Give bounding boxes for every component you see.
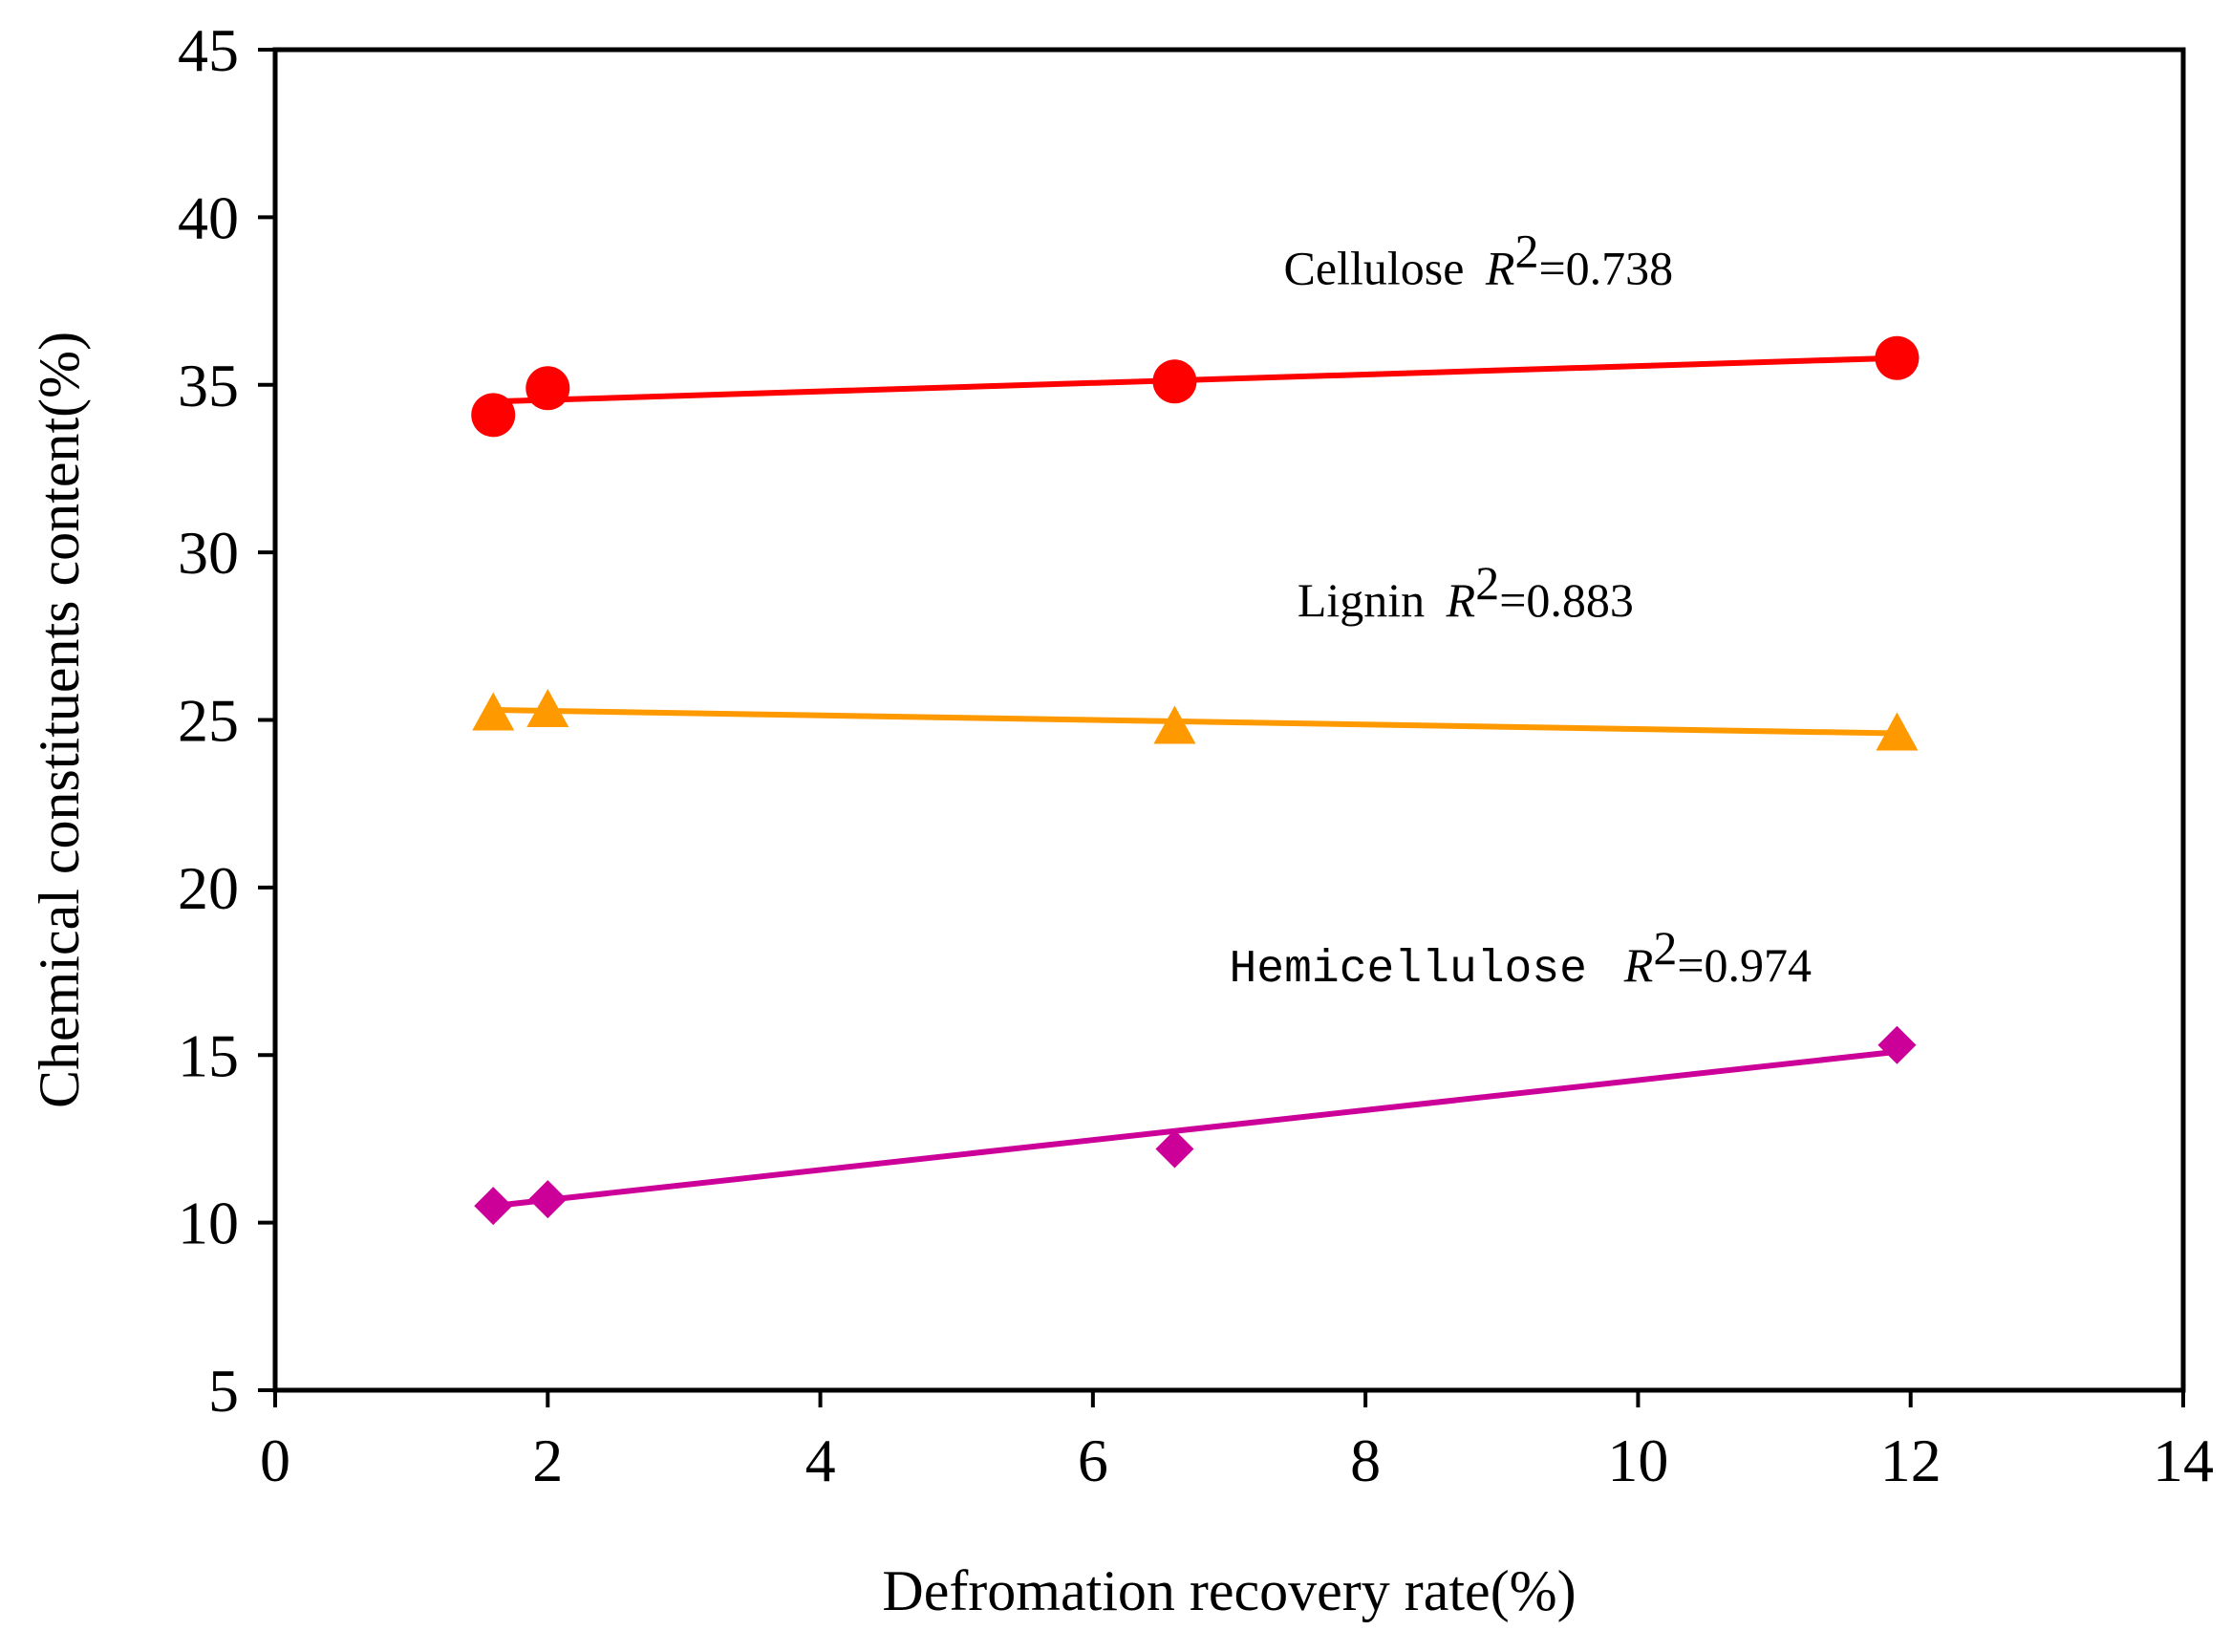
x-tick-label: 8 xyxy=(1350,1427,1381,1494)
hemicellulose-label: Hemicellulose xyxy=(1230,944,1615,996)
y-tick-label: 40 xyxy=(178,183,239,251)
hemicellulose-r2-superscript: 2 xyxy=(1653,921,1677,975)
cellulose-point xyxy=(526,366,570,411)
y-tick-label: 5 xyxy=(208,1357,239,1425)
hemicellulose-r2-symbol: R xyxy=(1623,938,1654,992)
hemicellulose-point xyxy=(528,1180,568,1219)
cellulose-label: Cellulose xyxy=(1284,242,1476,295)
hemicellulose-trendline xyxy=(492,1048,1898,1210)
hemicellulose-point xyxy=(1877,1025,1917,1064)
y-tick-label: 45 xyxy=(178,16,239,84)
x-tick-label: 4 xyxy=(805,1427,836,1494)
cellulose-r2-annotation: Cellulose R2=0.738 xyxy=(1284,225,1674,295)
lignin-point xyxy=(472,692,515,731)
lignin-trendline xyxy=(493,706,1898,737)
hemicellulose-point xyxy=(474,1187,513,1226)
x-tick-label: 2 xyxy=(532,1427,563,1494)
x-tick-label: 14 xyxy=(2153,1427,2214,1494)
x-tick-label: 6 xyxy=(1078,1427,1108,1494)
x-axis-title: Defromation recovery rate(%) xyxy=(882,1559,1576,1622)
lignin-r2-superscript: 2 xyxy=(1475,556,1499,610)
hemicellulose-r2-value: =0.974 xyxy=(1677,938,1812,992)
x-tick-label: 12 xyxy=(1880,1427,1941,1494)
y-axis-title: Chemical constituents content(%) xyxy=(28,332,91,1108)
cellulose-r2-value: =0.738 xyxy=(1538,242,1673,295)
hemicellulose-point xyxy=(1155,1129,1194,1169)
y-tick-label: 25 xyxy=(178,687,239,755)
lignin-point xyxy=(1153,705,1196,744)
lignin-r2-symbol: R xyxy=(1446,573,1476,627)
cellulose-point xyxy=(1875,335,1920,380)
lignin-r2-annotation: Lignin R2=0.883 xyxy=(1298,556,1634,627)
cellulose-point xyxy=(1152,359,1197,404)
y-tick-label: 10 xyxy=(178,1190,239,1257)
cellulose-r2-symbol: R xyxy=(1485,242,1515,295)
lignin-label: Lignin xyxy=(1298,573,1437,627)
x-tick-label: 0 xyxy=(260,1427,290,1494)
y-tick-label: 30 xyxy=(178,519,239,587)
tick-layer: 0 2 4 6 8 10 12 14 5 10 15 20 25 30 35 40 45 xyxy=(178,16,2214,1494)
y-tick-label: 20 xyxy=(178,854,239,922)
cellulose-r2-superscript: 2 xyxy=(1514,225,1538,278)
marker-layer xyxy=(471,335,1920,1226)
y-tick-label: 35 xyxy=(178,352,239,419)
lignin-point xyxy=(526,688,569,727)
lignin-point xyxy=(1876,712,1919,751)
cellulose-point xyxy=(471,393,516,438)
y-tick-label: 15 xyxy=(178,1021,239,1089)
lignin-r2-value: =0.883 xyxy=(1499,573,1634,627)
hemicellulose-r2-annotation: Hemicellulose R2=0.974 xyxy=(1230,921,1813,996)
x-tick-label: 10 xyxy=(1607,1427,1668,1494)
